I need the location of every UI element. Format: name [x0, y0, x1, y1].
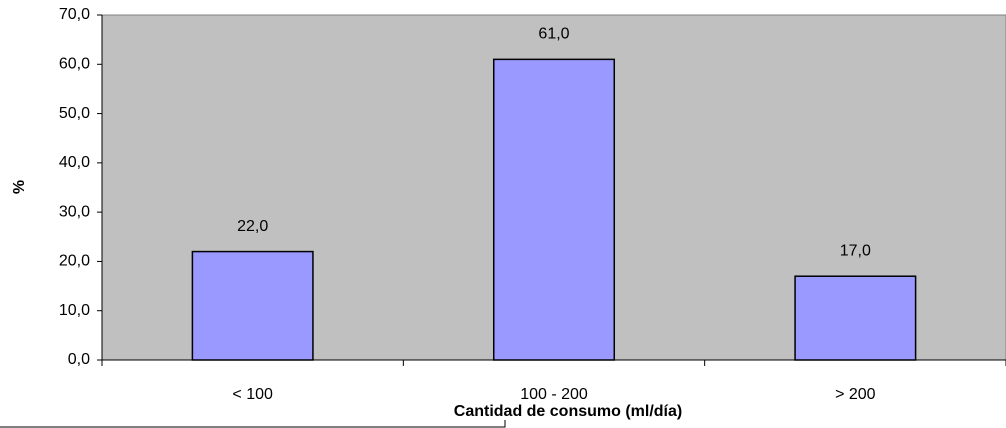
- y-tick-label: 40,0: [59, 154, 90, 171]
- bar: [492, 58, 616, 361]
- y-tick-label: 50,0: [59, 105, 90, 122]
- y-tick-label: 60,0: [59, 56, 90, 73]
- data-label: 17,0: [840, 242, 871, 259]
- data-label: 61,0: [538, 26, 569, 43]
- y-tick-label: 0,0: [68, 351, 90, 368]
- x-tick-label: 100 - 200: [520, 386, 588, 403]
- x-tick-label: > 200: [835, 386, 876, 403]
- y-tick-label: 20,0: [59, 253, 90, 270]
- bar: [191, 250, 314, 361]
- y-tick-label: 30,0: [59, 203, 90, 220]
- y-tick-label: 10,0: [59, 302, 90, 319]
- x-tick-label: < 100: [232, 386, 273, 403]
- y-tick-label: 70,0: [59, 6, 90, 23]
- y-axis-title: %: [11, 180, 28, 194]
- x-axis-title: Cantidad de consumo (ml/día): [454, 403, 682, 420]
- bar: [794, 275, 917, 361]
- data-label: 22,0: [237, 218, 268, 235]
- frame-edge: [0, 420, 506, 428]
